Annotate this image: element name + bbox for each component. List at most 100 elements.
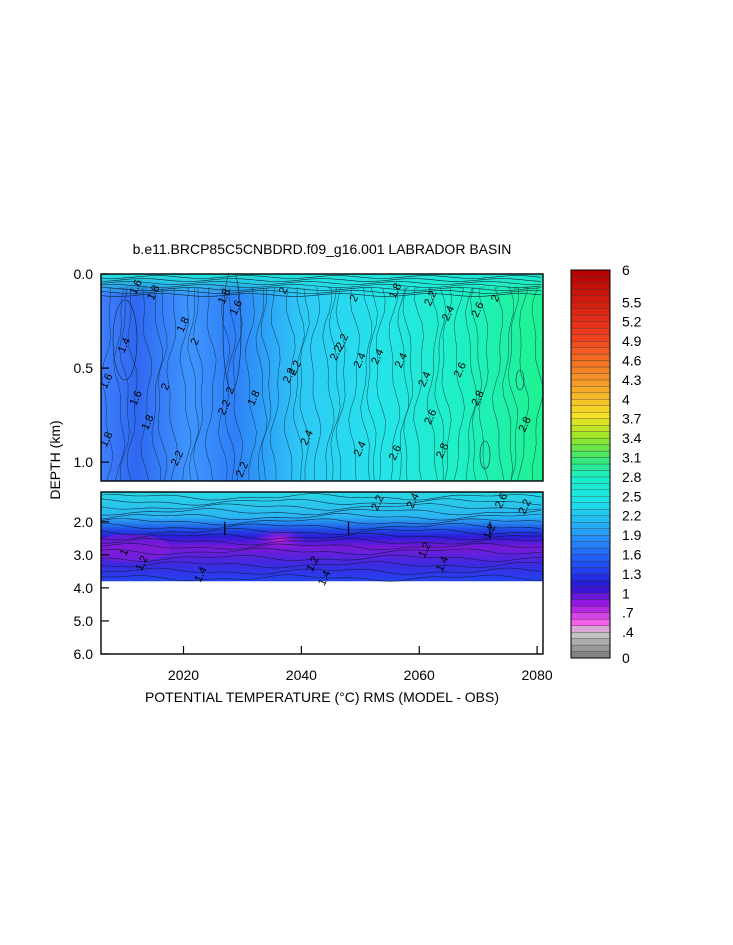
contour-label: 1.4 <box>316 569 333 588</box>
y-tick-label: 1.0 <box>74 454 94 470</box>
contour-label: 1.6 <box>228 298 245 317</box>
contour-label: 2.6 <box>493 491 510 510</box>
colorbar-swatch <box>570 437 611 445</box>
colorbar-swatch <box>570 295 611 303</box>
lower-contour-line <box>101 542 542 551</box>
contour-label: 2.2 <box>334 332 351 351</box>
contour-label: 2.8 <box>517 415 534 434</box>
contour-label: 2.6 <box>387 443 404 462</box>
lower-contour-line <box>101 498 542 506</box>
colorbar-swatch <box>570 379 611 387</box>
contour-label: 2.8 <box>434 441 451 460</box>
upper-contour-loop <box>112 299 138 381</box>
lower-contour-line <box>101 561 542 569</box>
colorbar-tick-label: 4 <box>622 391 630 407</box>
surface-contour-line <box>101 278 542 282</box>
contour-label: 2 <box>277 286 290 297</box>
colorbar-swatch <box>570 541 611 549</box>
colorbar-swatch <box>570 444 611 452</box>
colorbar-swatch <box>570 353 611 361</box>
contour-label: 2 <box>489 293 502 304</box>
colorbar-swatch <box>570 334 611 342</box>
upper-contour-line <box>328 287 341 481</box>
colorbar-swatch <box>570 373 611 381</box>
upper-contour-line <box>335 287 346 481</box>
upper-contour-line <box>151 287 163 481</box>
colorbar-swatch <box>570 515 611 523</box>
y-tick-label: 2.0 <box>74 514 94 530</box>
y-tick-label: 3.0 <box>74 547 94 563</box>
colorbar-swatch <box>570 625 611 633</box>
upper-contour-line <box>492 287 504 481</box>
upper-contour-lines <box>101 274 543 481</box>
colorbar-tick-label: 4.3 <box>622 372 642 388</box>
surface-contour-line <box>101 275 542 279</box>
colorbar-swatch <box>570 399 611 406</box>
colorbar-tick-label: 1.9 <box>622 527 642 543</box>
contour-label: 2.2 <box>216 398 233 417</box>
colorbar-swatch <box>570 321 611 329</box>
contour-label: 1.6 <box>128 389 145 408</box>
colorbar-swatch <box>570 644 611 652</box>
colorbar-swatch <box>570 593 611 600</box>
colorbar: 6 5.5 5.2 4.9 4.6 4.3 4 3.7 3.4 3.1 2.8 2.5 2.2 1.9 1.… <box>570 262 642 666</box>
upper-contour-line <box>397 287 409 481</box>
lower-contour-line <box>101 567 542 575</box>
colorbar-swatch <box>570 612 611 620</box>
upper-contour-loop <box>515 369 525 391</box>
upper-contour-line <box>434 287 447 480</box>
colorbar-tick-label: 6 <box>622 262 630 278</box>
contour-label: 1.4 <box>192 565 209 584</box>
y-axis-label: DEPTH (km) <box>47 420 63 499</box>
lower-contour-line <box>101 554 542 562</box>
upper-contour-line <box>360 287 373 481</box>
colorbar-swatch <box>570 522 611 529</box>
lower-y-axis: 2.0 3.0 4.0 5.0 6.0 <box>74 514 109 662</box>
colorbar-swatch <box>570 289 611 297</box>
upper-contour-line <box>470 287 483 481</box>
y-tick-label: 5.0 <box>74 613 94 629</box>
colorbar-swatch <box>570 269 611 277</box>
colorbar-swatch <box>570 528 611 536</box>
colorbar-tick-label: 1.6 <box>622 547 642 563</box>
contour-label: 2.4 <box>440 304 457 323</box>
surface-contour-line <box>101 287 542 291</box>
surface-contour-line <box>101 281 542 285</box>
contour-label: 1.4 <box>116 336 133 355</box>
colorbar-swatch <box>570 425 611 432</box>
upper-contour-line <box>376 287 386 481</box>
colorbar-swatch <box>570 606 611 613</box>
upper-contour-line <box>187 287 199 481</box>
colorbar-swatch <box>570 282 611 290</box>
upper-contour-line <box>502 287 514 481</box>
y-tick-label: 0.0 <box>74 266 94 282</box>
lower-panel-frame <box>100 491 544 655</box>
lower-contour-line <box>101 493 542 501</box>
lower-contour-line <box>101 513 542 521</box>
colorbar-swatch <box>570 483 611 491</box>
lower-contour-line <box>101 547 542 556</box>
colorbar-swatch <box>570 386 611 394</box>
y-tick-label: 4.0 <box>74 580 94 596</box>
upper-contour-line <box>140 287 152 481</box>
contour-label: 2 <box>348 293 361 304</box>
upper-panel-field <box>101 274 543 481</box>
contour-label: 2.2 <box>169 449 186 468</box>
upper-contour-line <box>517 287 529 481</box>
contour-label: 2.4 <box>416 370 433 389</box>
upper-contour-loop <box>479 440 491 470</box>
colorbar-swatch <box>570 340 611 348</box>
upper-contour-loop <box>222 274 242 391</box>
contour-label: 1.2 <box>481 522 498 541</box>
colorbar-swatch <box>570 328 611 335</box>
upper-contour-line <box>255 287 268 481</box>
colorbar-swatch <box>570 276 611 284</box>
colorbar-swatch <box>570 509 611 516</box>
colorbar-swatch <box>570 418 611 426</box>
colorbar-swatch <box>570 502 611 510</box>
y-tick-label: 0.5 <box>74 360 94 376</box>
contour-label: 2.2 <box>422 289 439 308</box>
contour-label: 1.2 <box>416 541 433 560</box>
colorbar-tick-label: 5.2 <box>622 314 642 330</box>
colorbar-swatch <box>570 308 611 316</box>
